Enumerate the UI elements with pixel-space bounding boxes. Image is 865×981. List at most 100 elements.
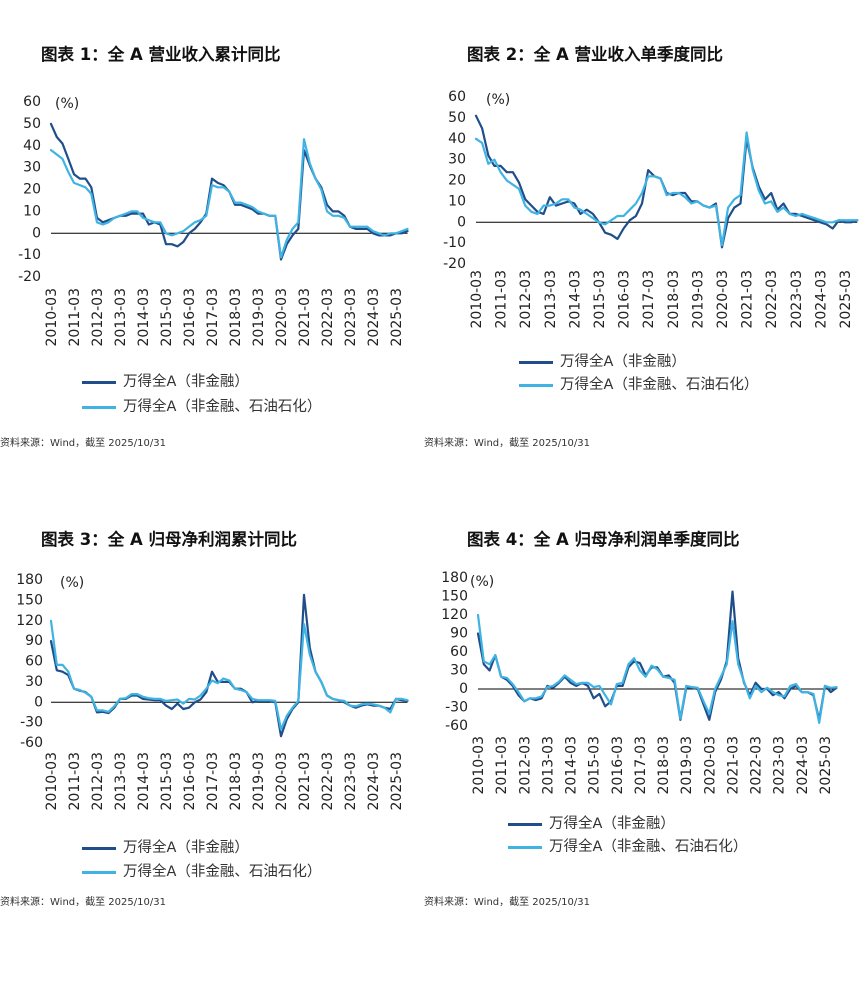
y-tick-label: 50 [23, 116, 41, 132]
legend-item: 万得全A（非金融） [82, 839, 249, 857]
y-tick-label: -30 [445, 700, 468, 716]
series-line-non-financial [476, 590, 838, 721]
x-tick-label: 2013-03 [113, 752, 129, 811]
x-tick-label: 2024-03 [366, 752, 382, 811]
x-tick-label: 2024-03 [366, 288, 382, 347]
x-tick-label: 2016-03 [182, 288, 198, 347]
y-tick-label: 0 [32, 225, 41, 241]
x-tick-label: 2014-03 [136, 752, 152, 811]
legend-label: 万得全A（非金融、石油石化） [123, 864, 322, 880]
series-line-non-financial-ex-petrochemical [49, 138, 409, 259]
x-tick-label: 2012-03 [517, 736, 533, 795]
y-tick-label: 30 [25, 674, 43, 690]
x-tick-label: 2017-03 [205, 752, 221, 811]
x-tick-label: 2022-03 [764, 270, 780, 329]
y-tick-label: -20 [443, 256, 466, 272]
source-note: 资料来源：Wind，截至 2025/10/31 [424, 897, 590, 908]
x-tick-label: 2023-03 [343, 288, 359, 347]
y-tick-label: 30 [450, 663, 468, 679]
chart-title: 图表 3：全 A 归母净利润累计同比 [41, 530, 297, 549]
y-tick-label: 60 [448, 89, 466, 105]
x-tick-label: 2024-03 [795, 736, 811, 795]
x-tick-label: 2019-03 [690, 270, 706, 329]
x-tick-label: 2025-03 [389, 752, 405, 811]
series-line-non-financial-ex-petrochemical [476, 613, 838, 724]
legend-swatch [519, 360, 553, 364]
legend-swatch [82, 380, 116, 384]
x-tick-label: 2023-03 [789, 270, 805, 329]
x-tick-label: 2018-03 [656, 736, 672, 795]
legend-item: 万得全A（非金融） [508, 815, 675, 833]
y-tick-label: -10 [443, 235, 466, 251]
legend-item: 万得全A（非金融、石油石化） [519, 376, 758, 394]
y-tick-label: 20 [23, 182, 41, 198]
x-tick-label: 2021-03 [297, 288, 313, 347]
y-tick-label: 40 [23, 138, 41, 154]
x-tick-label: 2014-03 [564, 736, 580, 795]
legend-label: 万得全A（非金融） [549, 816, 675, 832]
y-tick-label: 90 [450, 626, 468, 642]
x-tick-label: 2011-03 [494, 270, 510, 329]
series-line-non-financial [474, 114, 859, 249]
source-note: 资料来源：Wind，截至 2025/10/31 [0, 438, 166, 449]
x-tick-label: 2011-03 [494, 736, 510, 795]
y-tick-label: 10 [448, 193, 466, 209]
y-tick-label: -60 [445, 718, 468, 734]
y-tick-label: 120 [16, 613, 43, 629]
legend-swatch [519, 383, 553, 387]
legend-swatch [508, 845, 542, 849]
y-tick-label: 120 [441, 607, 468, 623]
y-tick-label: 60 [23, 94, 41, 110]
x-tick-label: 2020-03 [274, 752, 290, 811]
x-tick-label: 2010-03 [44, 752, 60, 811]
x-tick-label: 2012-03 [518, 270, 534, 329]
legend-item: 万得全A（非金融） [519, 353, 686, 371]
y-unit-label: (%) [486, 92, 511, 108]
y-tick-label: -30 [20, 715, 43, 731]
x-tick-label: 2010-03 [471, 736, 487, 795]
x-tick-label: 2019-03 [251, 752, 267, 811]
legend-label: 万得全A（非金融） [123, 374, 249, 390]
x-tick-label: 2025-03 [818, 736, 834, 795]
x-tick-label: 2015-03 [587, 736, 603, 795]
x-tick-label: 2018-03 [666, 270, 682, 329]
legend-item: 万得全A（非金融、石油石化） [82, 398, 321, 416]
series-line-non-financial-ex-petrochemical [474, 131, 859, 247]
y-tick-label: 0 [457, 214, 466, 230]
x-tick-label: 2019-03 [679, 736, 695, 795]
y-tick-label: 0 [34, 694, 43, 710]
y-tick-label: 10 [23, 203, 41, 219]
series-line-non-financial [49, 593, 409, 738]
x-tick-label: 2021-03 [726, 736, 742, 795]
x-tick-label: 2020-03 [715, 270, 731, 329]
x-tick-label: 2025-03 [838, 270, 854, 329]
x-tick-label: 2020-03 [274, 288, 290, 347]
y-tick-label: 0 [459, 681, 468, 697]
x-tick-label: 2021-03 [740, 270, 756, 329]
y-tick-label: 30 [448, 152, 466, 168]
x-tick-label: 2018-03 [228, 288, 244, 347]
legend-label: 万得全A（非金融、石油石化） [560, 377, 759, 393]
x-tick-label: 2015-03 [159, 752, 175, 811]
x-tick-label: 2022-03 [749, 736, 765, 795]
legend-swatch [508, 822, 542, 826]
y-tick-label: -10 [18, 247, 41, 263]
y-tick-label: 40 [448, 131, 466, 147]
legend-swatch [82, 870, 116, 874]
y-tick-label: -20 [18, 269, 41, 285]
y-tick-label: 150 [441, 589, 468, 605]
y-tick-label: -60 [20, 735, 43, 751]
x-tick-label: 2014-03 [567, 270, 583, 329]
chart-title: 图表 2：全 A 营业收入单季度同比 [467, 45, 723, 64]
y-unit-label: (%) [470, 574, 495, 590]
source-note: 资料来源：Wind，截至 2025/10/31 [0, 897, 166, 908]
x-tick-label: 2016-03 [617, 270, 633, 329]
legend-item: 万得全A（非金融、石油石化） [82, 863, 321, 881]
x-tick-label: 2015-03 [159, 288, 175, 347]
x-tick-label: 2012-03 [90, 752, 106, 811]
x-tick-label: 2022-03 [320, 288, 336, 347]
